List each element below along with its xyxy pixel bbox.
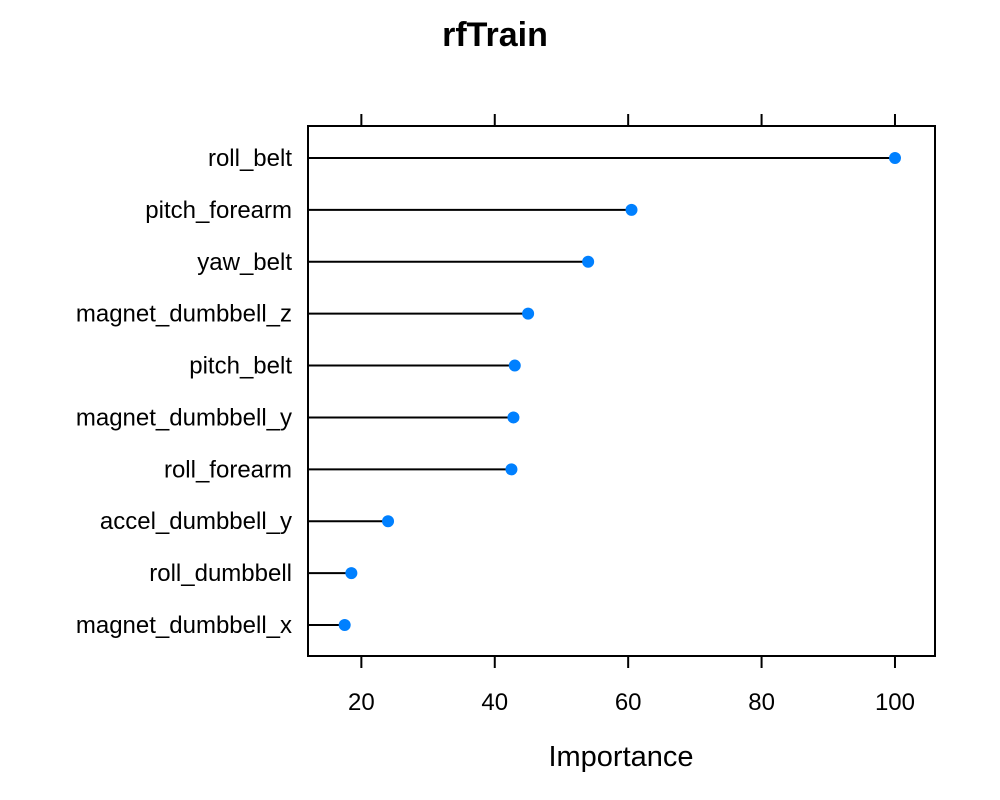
x-tick-label-80: 80 <box>748 689 775 716</box>
y-label-roll_belt: roll_belt <box>208 145 292 172</box>
x-tick-label-100: 100 <box>875 689 915 716</box>
point-magnet_dumbbell_z <box>522 307 535 320</box>
x-axis-label: Importance <box>548 741 693 773</box>
y-label-pitch_forearm: pitch_forearm <box>145 197 292 224</box>
x-axis-ticks: 20 40 60 80 100 <box>348 114 915 716</box>
chart-title: rfTrain <box>442 16 548 54</box>
point-roll_dumbbell <box>345 567 358 580</box>
y-axis-labels: roll_belt pitch_forearm yaw_belt magnet_dum… <box>76 145 292 639</box>
y-label-pitch_belt: pitch_belt <box>189 353 292 380</box>
point-roll_forearm <box>505 463 518 476</box>
point-magnet_dumbbell_x <box>338 619 351 631</box>
stems <box>308 157 895 626</box>
y-label-roll_forearm: roll_forearm <box>164 456 292 483</box>
y-label-magnet_dumbbell_y: magnet_dumbbell_y <box>76 404 292 431</box>
x-tick-label-60: 60 <box>615 689 642 716</box>
point-accel_dumbbell_y <box>382 515 395 528</box>
point-pitch_forearm <box>625 203 638 216</box>
point-pitch_belt <box>508 359 521 372</box>
y-label-magnet_dumbbell_z: magnet_dumbbell_z <box>76 301 292 328</box>
plot-frame <box>307 125 936 657</box>
point-magnet_dumbbell_y <box>507 411 520 424</box>
point-yaw_belt <box>582 255 595 268</box>
y-label-magnet_dumbbell_x: magnet_dumbbell_x <box>76 612 292 639</box>
point-roll_belt <box>888 152 901 164</box>
y-label-yaw_belt: yaw_belt <box>197 249 292 276</box>
points <box>338 152 901 631</box>
x-tick-label-40: 40 <box>481 689 508 716</box>
y-label-roll_dumbbell: roll_dumbbell <box>149 560 292 587</box>
x-tick-label-20: 20 <box>348 689 375 716</box>
y-label-accel_dumbbell_y: accel_dumbbell_y <box>100 508 292 535</box>
